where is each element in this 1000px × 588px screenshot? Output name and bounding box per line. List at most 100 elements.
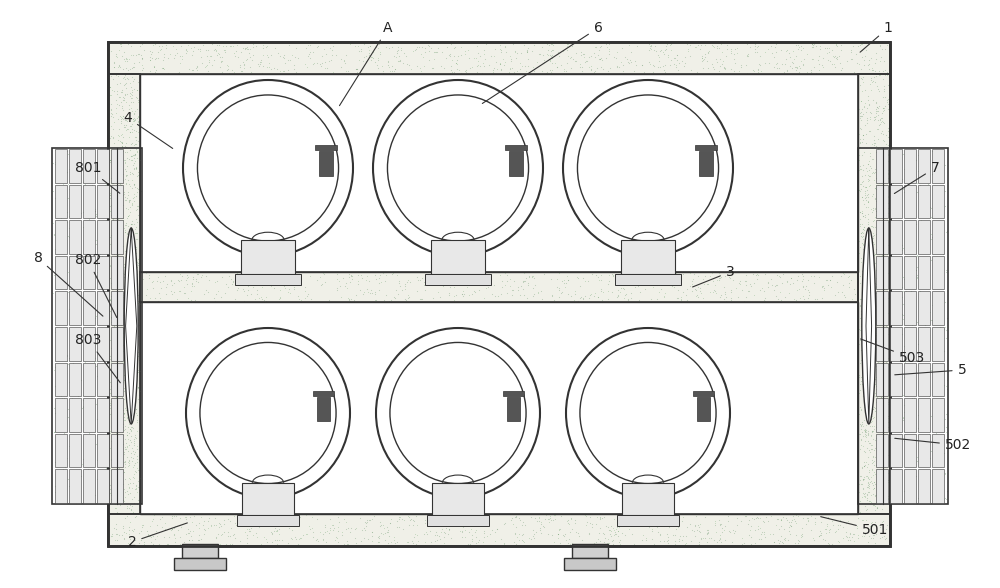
Point xyxy=(191,524,207,533)
Point xyxy=(123,505,139,514)
Point xyxy=(587,52,603,62)
Point xyxy=(338,517,354,527)
Point xyxy=(901,351,917,360)
Point xyxy=(780,536,796,545)
Point xyxy=(615,60,631,69)
Point xyxy=(861,531,877,540)
Point xyxy=(540,529,556,539)
Bar xyxy=(83,185,95,218)
Point xyxy=(78,412,94,421)
Point xyxy=(188,63,204,72)
Point xyxy=(727,526,743,536)
Point xyxy=(626,512,642,522)
Point xyxy=(627,282,643,292)
Point xyxy=(267,43,283,52)
Point xyxy=(867,353,883,363)
Point xyxy=(176,289,192,298)
Point xyxy=(182,512,198,522)
Point xyxy=(254,294,270,303)
Point xyxy=(321,296,337,305)
Point xyxy=(110,349,126,358)
Point xyxy=(860,272,876,281)
Point xyxy=(896,274,912,283)
Point xyxy=(905,205,921,214)
Point xyxy=(896,187,912,196)
Point xyxy=(841,532,857,542)
Point xyxy=(876,149,892,159)
Point xyxy=(304,523,320,532)
Point xyxy=(114,339,130,348)
Point xyxy=(701,46,717,55)
Point xyxy=(857,427,873,437)
Point xyxy=(878,495,894,505)
Point xyxy=(935,497,951,506)
Point xyxy=(99,378,115,387)
Point xyxy=(368,43,384,52)
Point xyxy=(871,318,887,328)
Point xyxy=(407,530,423,539)
Point xyxy=(81,161,97,171)
Point xyxy=(390,42,406,52)
Point xyxy=(855,431,871,440)
Point xyxy=(869,164,885,173)
Point xyxy=(353,68,369,78)
Point xyxy=(101,342,117,352)
Point xyxy=(364,53,380,62)
Bar xyxy=(904,327,916,360)
Point xyxy=(239,275,255,285)
Point xyxy=(904,343,920,353)
Point xyxy=(47,487,63,497)
Point xyxy=(920,179,936,188)
Point xyxy=(602,63,618,72)
Point xyxy=(809,295,825,304)
Point xyxy=(166,523,182,532)
Point xyxy=(915,459,931,468)
Point xyxy=(113,377,129,386)
Ellipse shape xyxy=(563,80,733,256)
Point xyxy=(932,323,948,332)
Point xyxy=(241,524,257,534)
Bar xyxy=(876,292,888,325)
Point xyxy=(858,182,874,192)
Point xyxy=(122,181,138,190)
Point xyxy=(812,42,828,51)
Point xyxy=(858,262,874,271)
Point xyxy=(115,73,131,82)
Point xyxy=(373,277,389,286)
Point xyxy=(143,537,159,547)
Point xyxy=(852,143,868,152)
Point xyxy=(130,128,146,137)
Point xyxy=(888,486,904,496)
Point xyxy=(425,64,441,73)
Point xyxy=(865,471,881,480)
Point xyxy=(879,68,895,77)
Point xyxy=(860,196,876,205)
Point xyxy=(329,270,345,279)
Point xyxy=(405,516,421,525)
Point xyxy=(927,176,943,185)
Point xyxy=(111,531,127,540)
Point xyxy=(102,156,118,165)
Point xyxy=(722,527,738,537)
Point xyxy=(917,320,933,329)
Point xyxy=(81,320,97,329)
Point xyxy=(856,283,872,292)
Point xyxy=(111,45,127,55)
Point xyxy=(866,296,882,306)
Point xyxy=(66,221,82,230)
Point xyxy=(864,417,880,426)
Bar xyxy=(503,391,524,396)
Point xyxy=(315,534,331,543)
Point xyxy=(914,369,930,378)
Point xyxy=(121,155,137,164)
Point xyxy=(82,203,98,213)
Point xyxy=(130,259,146,268)
Point xyxy=(457,532,473,542)
Point xyxy=(879,201,895,211)
Point xyxy=(476,529,492,538)
Point xyxy=(877,488,893,497)
Point xyxy=(853,372,869,381)
Point xyxy=(771,524,787,533)
Point xyxy=(773,45,789,55)
Point xyxy=(732,276,748,286)
